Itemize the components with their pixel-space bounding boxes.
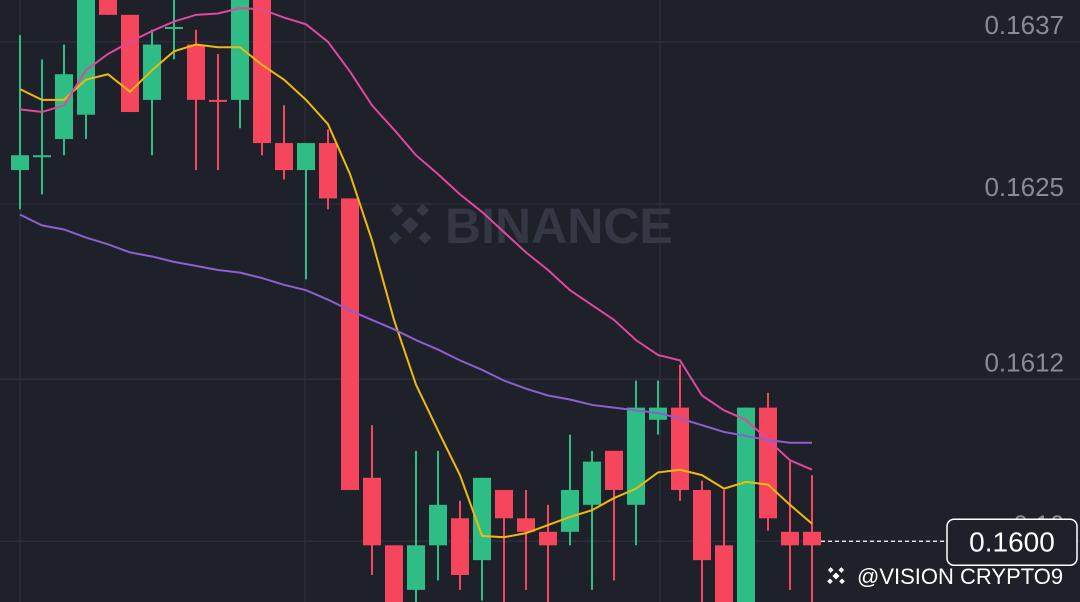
candle-body [165, 26, 183, 29]
candle-body [759, 407, 777, 519]
candle-body [231, 0, 249, 100]
candle-body [11, 155, 29, 171]
candle-body [33, 155, 51, 158]
candle-body [605, 450, 623, 490]
y-tick-label: 0.1637 [984, 10, 1064, 40]
candle-body [803, 531, 821, 546]
candle-body [385, 545, 403, 602]
candle-body [429, 504, 447, 546]
moving-average-line [19, 7, 813, 471]
credit: @VISION CRYPTO9 [827, 564, 1063, 589]
candle-body [407, 545, 425, 590]
foreground: 0.1600 [821, 518, 1078, 567]
watermark-text: BINANCE [445, 198, 673, 254]
candle-body [517, 518, 535, 532]
y-tick-label: 0.1612 [984, 347, 1064, 377]
candle-body [341, 198, 359, 490]
y-tick-label: 0.1625 [984, 172, 1064, 202]
candle-body [693, 489, 711, 561]
candle-body [363, 477, 381, 546]
credit-text: @VISION CRYPTO9 [857, 564, 1063, 589]
candle-body [583, 461, 601, 505]
moving-average-line [19, 43, 813, 539]
candle-body [55, 74, 73, 140]
candle-body [715, 545, 733, 602]
candle-body [275, 143, 293, 171]
candle-body [187, 44, 205, 100]
candle-body [99, 0, 117, 15]
candle-body [253, 0, 271, 144]
moving-average-line [19, 213, 812, 444]
candle-body [473, 477, 491, 561]
candle-body [297, 143, 315, 171]
candle-body [737, 407, 755, 602]
candle-body [209, 99, 227, 102]
plot [11, 0, 821, 602]
candle-body [121, 14, 139, 113]
last-price-label: 0.1600 [969, 526, 1055, 557]
last-price-box [946, 518, 1078, 567]
candle-body [451, 518, 469, 576]
candle-body [539, 531, 557, 546]
candle-body [781, 531, 799, 546]
candle-body [495, 489, 513, 519]
candle-body [319, 143, 337, 199]
candle-body [77, 0, 95, 115]
candle-body [143, 44, 161, 100]
candle-body [561, 489, 579, 532]
candle-body [627, 407, 645, 505]
